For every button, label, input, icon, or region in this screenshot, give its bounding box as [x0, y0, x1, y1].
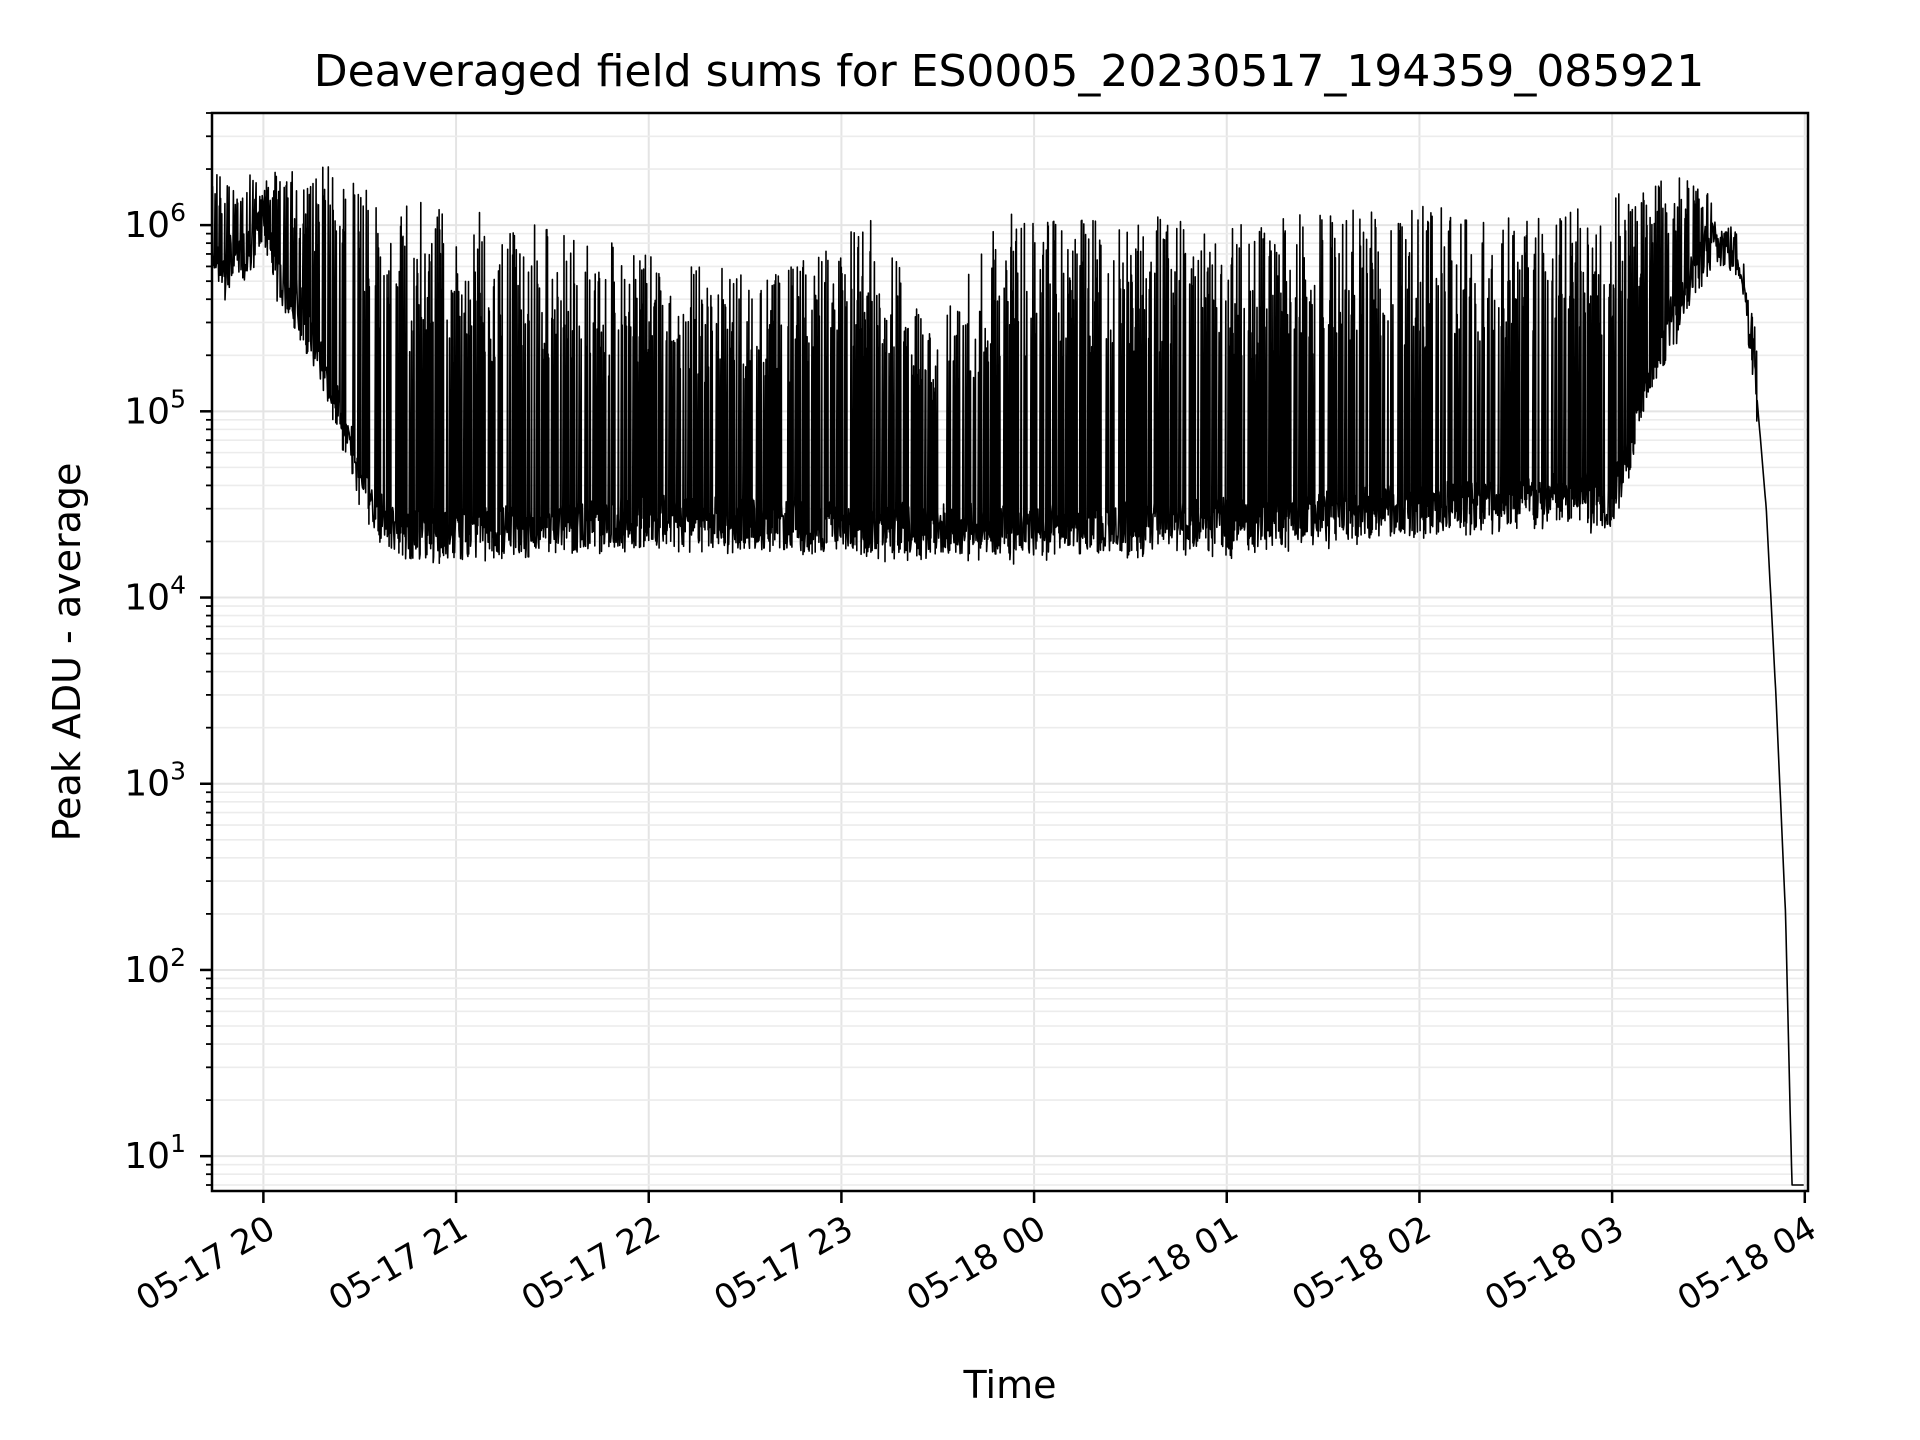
grid [212, 112, 1808, 1191]
y-tick-label: 105 [124, 384, 186, 432]
series-line [211, 166, 1804, 1186]
y-axis-label: Peak ADU - average [45, 463, 89, 842]
plot-frame [210, 111, 1810, 1193]
y-tick-label: 103 [124, 757, 186, 805]
y-axis: 101 102 103 104 105 106 [124, 112, 212, 1186]
y-tick-label: 106 [124, 198, 186, 246]
y-tick-label: 102 [124, 943, 186, 991]
y-tick-label: 104 [124, 571, 186, 619]
chart-title: Deaveraged field sums for ES0005_2023051… [314, 46, 1705, 97]
x-axis-label: Time [963, 1363, 1057, 1407]
y-tick-label: 101 [124, 1129, 186, 1177]
series-layer [211, 166, 1804, 1186]
